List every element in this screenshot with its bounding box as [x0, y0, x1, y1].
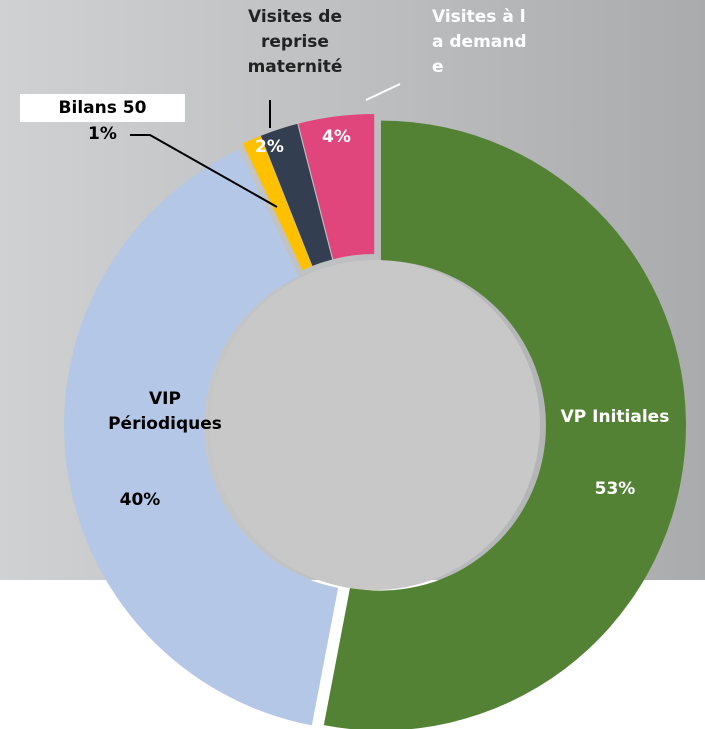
- category-label: Visites de reprise maternité: [247, 7, 343, 77]
- category-label: VIP Périodiques: [108, 389, 222, 434]
- value-label: 53%: [594, 479, 636, 499]
- category-label: Visites à la demande: [432, 7, 527, 77]
- donut-slice: [323, 120, 686, 729]
- value-label: 2%: [255, 137, 284, 157]
- donut-slice: [298, 114, 375, 260]
- donut-slice: [64, 149, 339, 726]
- category-label: Bilans 50: [20, 94, 185, 122]
- value-label: 1%: [88, 124, 117, 144]
- category-label: VP Initiales: [560, 407, 670, 427]
- donut-slice: [260, 123, 333, 266]
- donut-slice: [242, 135, 312, 271]
- value-label: 4%: [322, 127, 351, 147]
- leader-line: [130, 134, 278, 208]
- donut-hole: [210, 260, 540, 590]
- value-label: 40%: [119, 490, 161, 510]
- leader-line: [365, 83, 401, 101]
